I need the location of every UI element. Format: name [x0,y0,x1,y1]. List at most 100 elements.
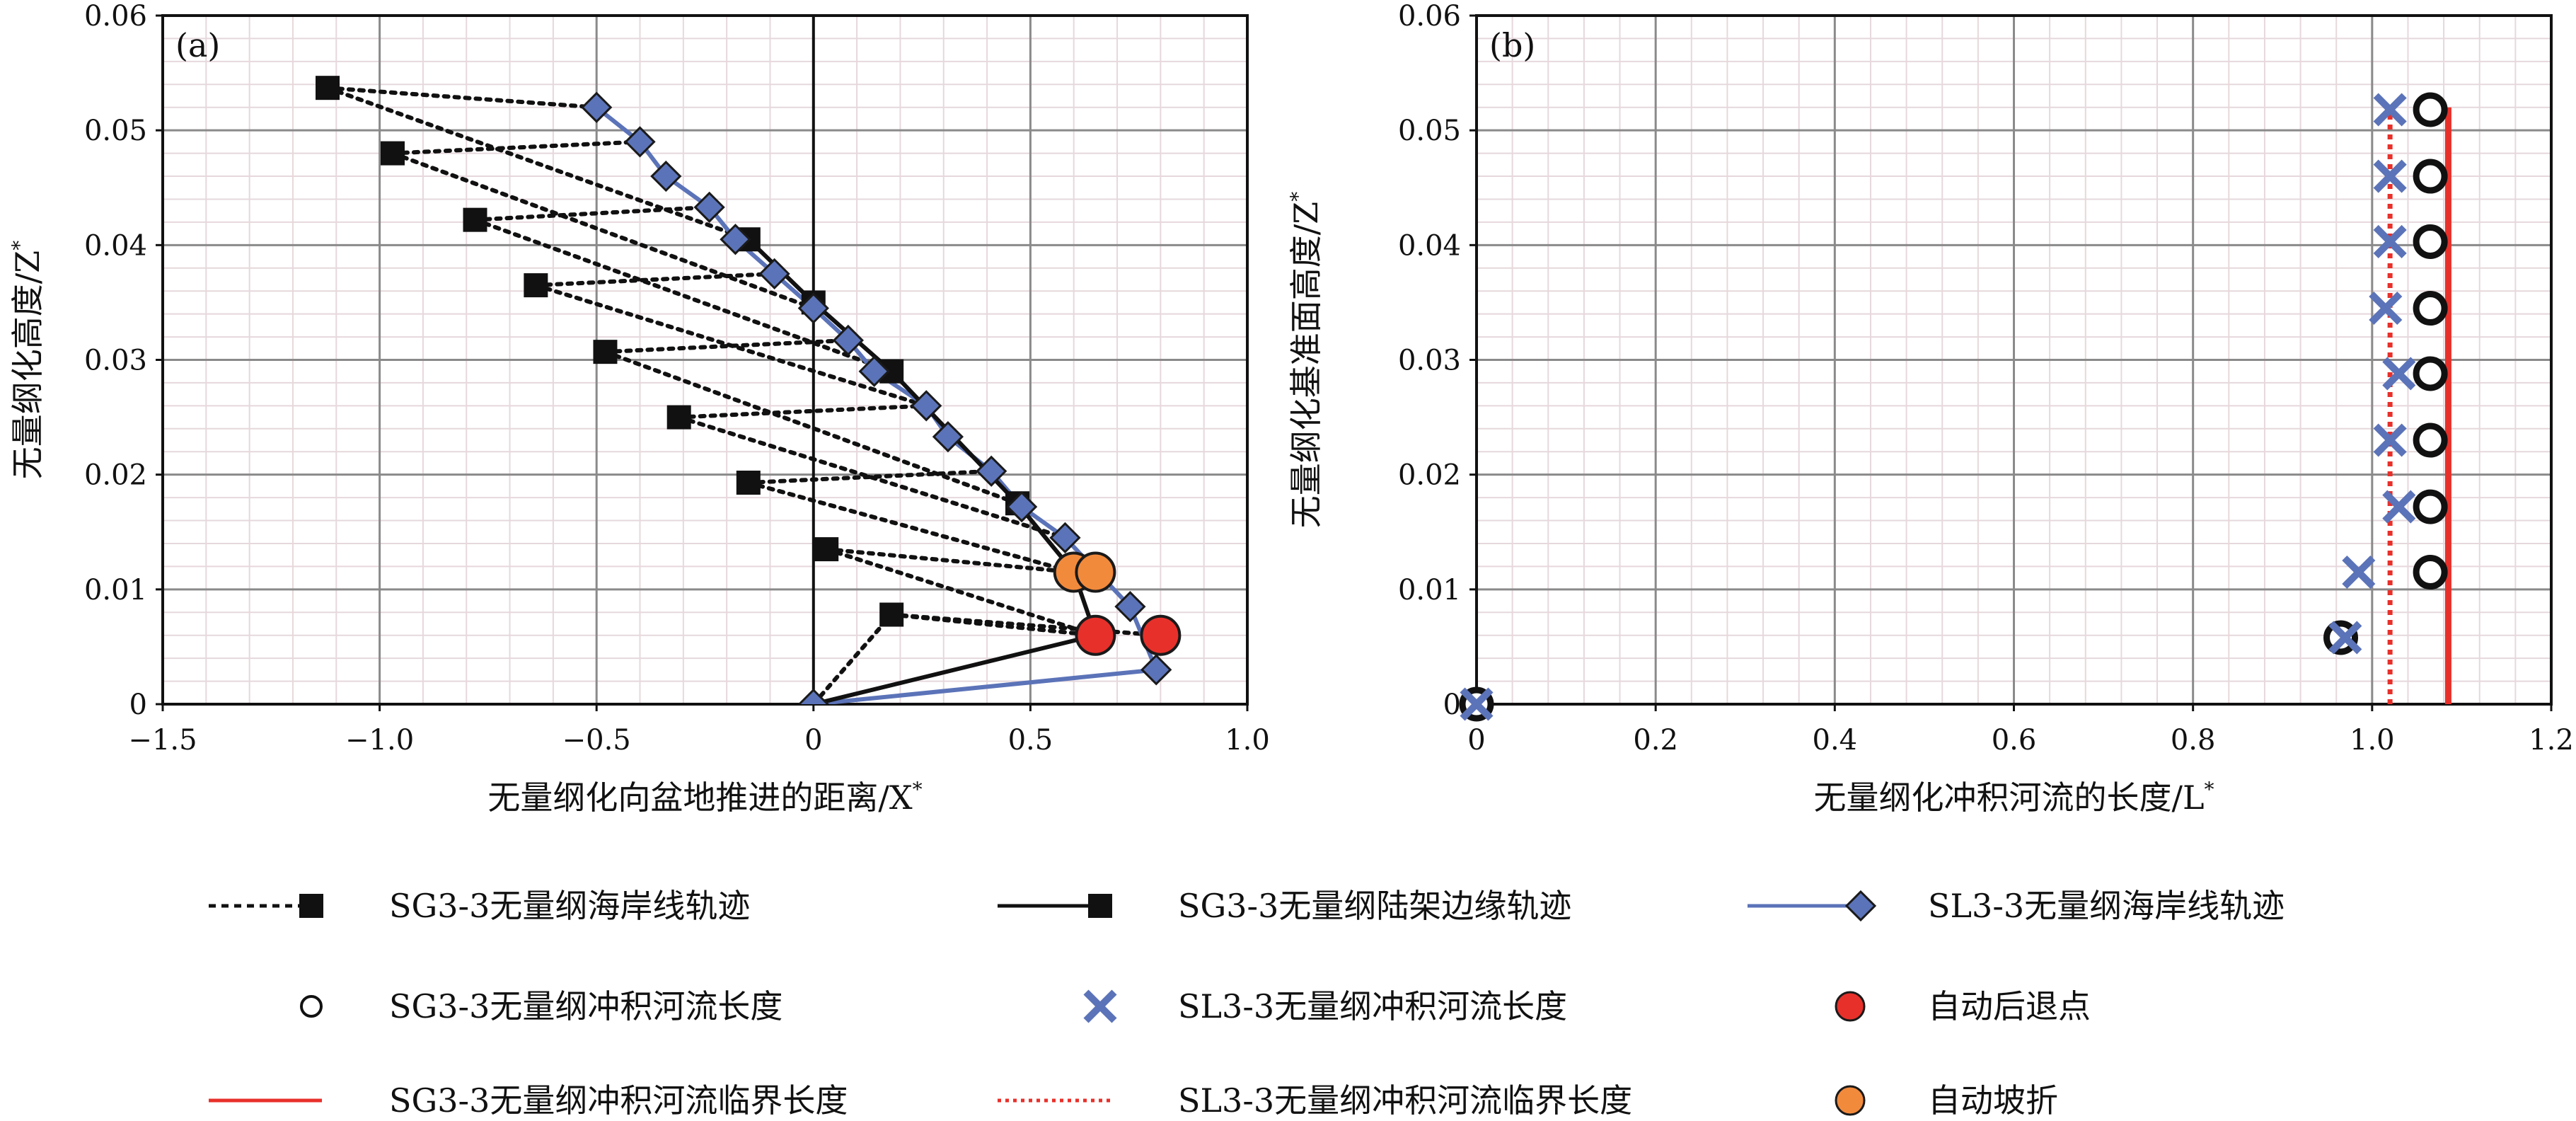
legend-item: SL3-3无量纲冲积河流长度 [1083,987,1567,1025]
legend-item: 自动坡折 [1835,1081,2058,1120]
x-tick-label: −1.0 [345,724,414,757]
data-point [1049,522,1081,553]
legend-marker [1835,1085,1866,1116]
dotted-connector [811,612,894,704]
y-tick-label: 0.01 [84,574,147,607]
legend-label: SL3-3无量纲冲积河流临界长度 [1178,1081,1632,1120]
y-tick-label: 0.06 [84,0,147,33]
x-tick-label: 1.0 [2350,724,2395,757]
dotted-connector [325,86,751,242]
data-point [463,207,487,232]
data-point [720,224,751,255]
legend-item: SG3-3无量纲陆架边缘轨迹 [998,887,1571,925]
dotted-connector [824,547,1098,638]
data-point [1140,654,1172,686]
data-point [316,76,340,100]
legend-label: SL3-3无量纲冲积河流长度 [1178,987,1567,1025]
dotted-connector [676,403,929,420]
dotted-connector [603,338,850,355]
data-point [1140,614,1182,656]
data-point [2413,224,2448,259]
data-point [2413,92,2448,127]
data-point [1460,687,1494,721]
x-tick-label: 1.0 [1225,724,1270,757]
data-point [879,602,904,627]
data-point [1114,591,1146,623]
y-tick-label: 0.02 [1398,459,1461,492]
data-point [2413,356,2448,391]
legend-marker [1844,890,1877,922]
legend-marker [1083,989,1117,1023]
data-point [736,471,761,495]
dotted-connector [473,217,894,374]
data-point [976,455,1007,487]
data-point [1006,490,1038,523]
x-tick-label: 1.2 [2529,724,2574,757]
plot-area-b [1459,92,2451,722]
dotted-connector [325,86,599,110]
x-tick-label: 0.5 [1008,724,1053,757]
y-tick-label: 0.03 [1398,345,1461,377]
y-tick-label: 0.03 [84,345,147,377]
dotted-connector [533,271,777,288]
legend-item: SG3-3无量纲冲积河流长度 [300,987,782,1025]
dotted-connector [676,415,1068,540]
legend-label: 自动坡折 [1928,1081,2058,1120]
x-tick-label: 0.8 [2171,724,2216,757]
data-point [624,126,656,158]
legend-item: SL3-3无量纲海岸线轨迹 [1748,887,2285,925]
data-point [2373,93,2407,127]
data-point [2382,490,2416,524]
legend-label: SG3-3无量纲陆架边缘轨迹 [1178,887,1571,925]
data-point [2413,555,2448,590]
data-point [932,421,964,453]
x-tick-label: 0 [1467,724,1485,757]
y-axis-label: 无量纲化基准面高度/Z* [1286,192,1325,528]
legend-label: SG3-3无量纲冲积河流临界长度 [389,1081,848,1120]
y-tick-label: 0.04 [1398,229,1461,262]
y-tick-label: 0.04 [84,229,147,262]
dotted-connector [824,547,1076,575]
dotted-connector [746,481,1076,575]
dotted-connector [603,350,1020,506]
y-tick-label: 0.05 [1398,115,1461,147]
x-tick-label: 0.4 [1813,724,1858,757]
dotted-connector [889,612,1163,638]
dotted-connector [390,139,642,156]
data-point [2373,423,2407,457]
legend-item: SG3-3无量纲冲积河流临界长度 [209,1081,848,1120]
x-axis-label: 无量纲化向盆地推进的距离/X* [487,778,922,817]
x-tick-label: −0.5 [562,724,631,757]
legend-label: SG3-3无量纲冲积河流长度 [389,987,782,1025]
legend-label: SL3-3无量纲海岸线轨迹 [1928,887,2285,925]
plot-area-a [316,76,1182,704]
legend-marker [300,995,323,1018]
y-tick-label: 0.05 [84,115,147,147]
data-point [524,273,548,298]
data-point [2382,357,2416,391]
y-tick-label: 0 [129,689,147,721]
data-point [832,324,864,357]
data-point [911,390,942,422]
data-point [2373,159,2407,193]
x-tick-label: 0.6 [1992,724,2037,757]
data-point [2328,621,2362,655]
y-tick-label: 0 [1443,689,1461,721]
legend-label: SG3-3无量纲海岸线轨迹 [389,887,750,925]
dotted-connector [746,468,994,485]
data-point [797,292,829,324]
legend-item: 自动后退点 [1835,987,2091,1025]
data-point [758,258,790,289]
data-point [1075,614,1116,656]
legend-marker [1088,894,1112,918]
dotted-connector [390,151,816,311]
y-tick-label: 0.02 [84,459,147,492]
data-point [380,141,405,166]
panel-a: −1.5 −1.0 −0.5 0 0.5 1.0 0 0.01 0.02 0.03 0.04 0.05… [8,0,1270,817]
legend: SG3-3无量纲海岸线轨迹 SG3-3无量纲陆架边缘轨迹 SL3-3无量纲海岸线轨迹… [209,887,2285,1120]
data-point [2413,159,2448,194]
data-point [581,91,613,123]
data-point [2413,291,2448,326]
legend-item: SL3-3无量纲冲积河流临界长度 [998,1081,1632,1120]
